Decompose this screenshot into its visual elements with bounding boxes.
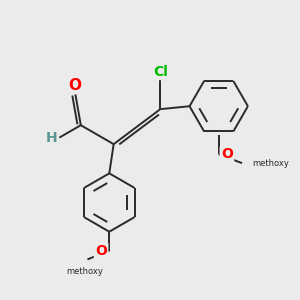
Text: Cl: Cl [153, 65, 168, 79]
Text: O: O [95, 244, 107, 258]
Text: H: H [45, 130, 57, 145]
Text: O: O [95, 244, 107, 258]
Text: methoxy: methoxy [252, 159, 289, 168]
Text: H: H [46, 130, 56, 145]
Text: O: O [69, 78, 82, 93]
Text: O: O [221, 147, 233, 161]
Text: O: O [69, 78, 82, 93]
Text: methoxy: methoxy [66, 267, 103, 276]
Text: Cl: Cl [153, 65, 168, 79]
Text: O: O [221, 147, 233, 161]
